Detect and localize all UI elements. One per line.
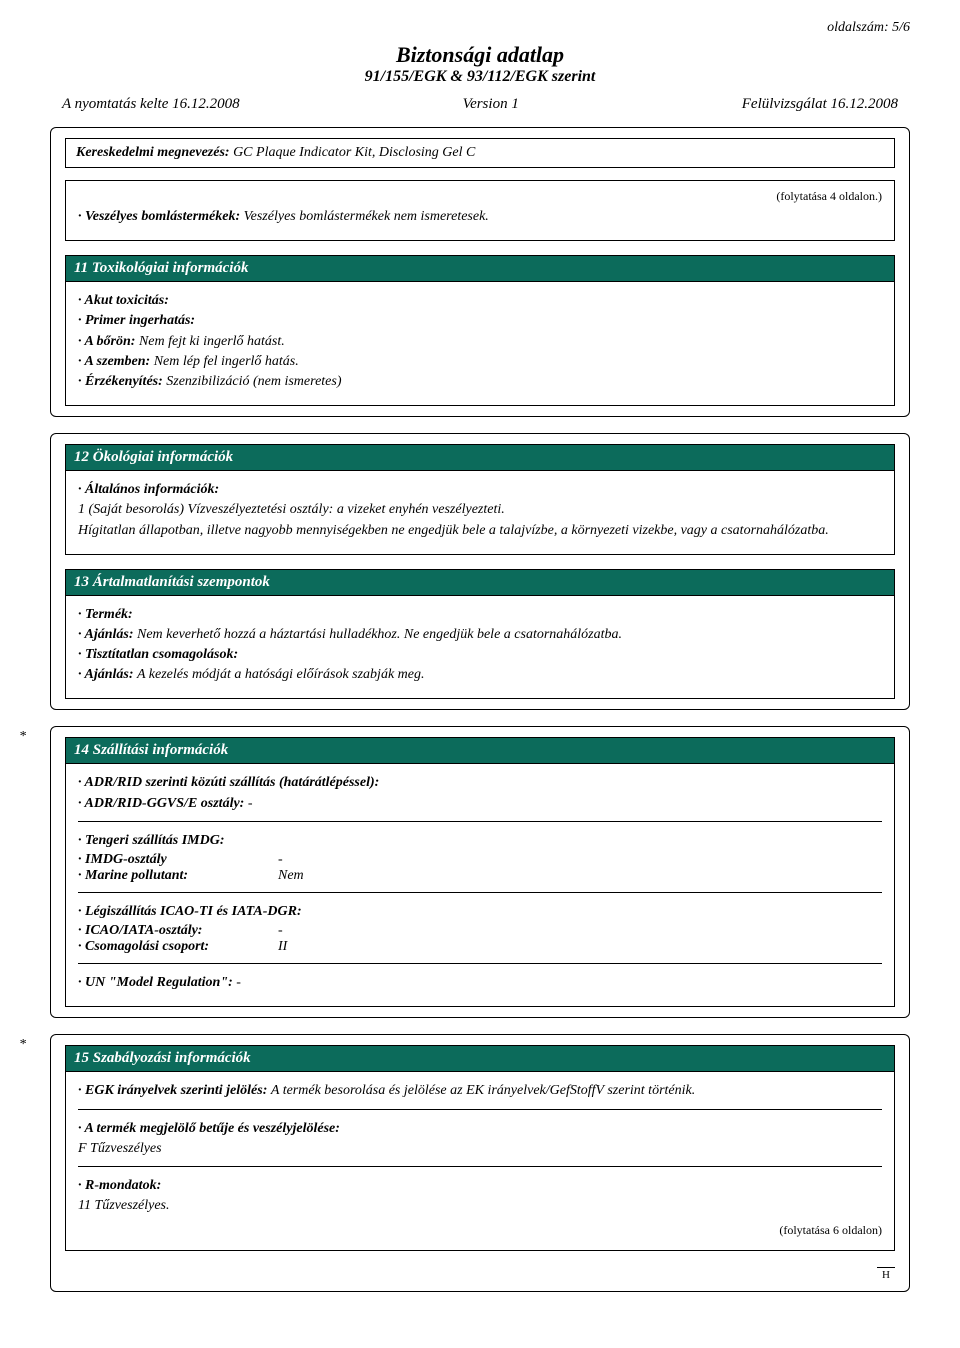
- continuation-note-top: (folytatása 4 oldalon.): [78, 189, 882, 204]
- s14-b2-l2-label: · IMDG-osztály: [78, 852, 278, 868]
- s13-l1: · Termék:: [78, 606, 882, 624]
- s14-b3-l3-label: · Csomagolási csoport:: [78, 939, 278, 955]
- s11-l2: · Primer ingerhatás:: [78, 312, 882, 330]
- decomp-label: · Veszélyes bomlástermékek:: [78, 209, 240, 224]
- outer-box-2: 12 Ökológiai információk · Általános inf…: [50, 433, 910, 710]
- revision-date: Felülvizsgálat 16.12.2008: [742, 96, 898, 113]
- s14-b2-l3-label: · Marine pollutant:: [78, 868, 278, 884]
- s14-b2-l1: · Tengeri szállítás IMDG:: [78, 832, 882, 850]
- s15-b3-l2: 11 Tűzveszélyes.: [78, 1197, 882, 1215]
- version: Version 1: [463, 96, 519, 113]
- s12-l3: Hígitatlan állapotban, illetve nagyobb m…: [78, 522, 882, 540]
- inner-section-14: 14 Szállítási információk · ADR/RID szer…: [65, 737, 895, 1007]
- s14-b3-l2-label: · ICAO/IATA-osztály:: [78, 923, 278, 939]
- s14-b2-l3-value: Nem: [278, 868, 304, 884]
- s11-l1: · Akut toxicitás:: [78, 292, 882, 310]
- s15-b2-l1: · A termék megjelölő betűje és veszélyje…: [78, 1120, 882, 1138]
- meta-row: A nyomtatás kelte 16.12.2008 Version 1 F…: [50, 96, 910, 113]
- section-12-header: 12 Ökológiai információk: [66, 445, 894, 471]
- section-14-header: 14 Szállítási információk: [66, 738, 894, 764]
- s12-l1: · Általános információk:: [78, 481, 882, 499]
- s15-b1-l1-label: · EGK irányelvek szerinti jelölés:: [78, 1083, 267, 1098]
- s14-b1-l2-value: -: [248, 796, 253, 811]
- print-date: A nyomtatás kelte 16.12.2008: [62, 96, 240, 113]
- inner-continuation: (folytatása 4 oldalon.) · Veszélyes boml…: [65, 180, 895, 241]
- s14-b4-l1-value: -: [236, 975, 241, 990]
- s14-b3-l1: · Légiszállítás ICAO-TI és IATA-DGR:: [78, 903, 882, 921]
- s13-l3: · Tisztítatlan csomagolások:: [78, 646, 882, 664]
- s13-l2-label: · Ajánlás:: [78, 627, 134, 642]
- page-number: oldalszám: 5/6: [50, 20, 910, 36]
- s14-b3-l3-value: II: [278, 939, 287, 955]
- s14-b1-l2-label: · ADR/RID-GGVS/E osztály:: [78, 796, 244, 811]
- s14-b2-l2-value: -: [278, 852, 283, 868]
- s11-l3-value: Nem fejt ki ingerlő hatást.: [139, 334, 285, 349]
- s14-b1-l1: · ADR/RID szerinti közúti szállítás (hat…: [78, 774, 882, 792]
- trade-name-value: GC Plaque Indicator Kit, Disclosing Gel …: [233, 145, 475, 160]
- s11-l5-value: Szenzibilizáció (nem ismeretes): [166, 374, 341, 389]
- s15-b3-l1: · R-mondatok:: [78, 1177, 882, 1195]
- outer-box-1: Kereskedelmi megnevezés: GC Plaque Indic…: [50, 127, 910, 417]
- trade-name-label: Kereskedelmi megnevezés:: [76, 145, 230, 160]
- s14-b4-l1-label: · UN "Model Regulation":: [78, 975, 233, 990]
- s15-b1-l1-value: A termék besorolása és jelölése az EK ir…: [271, 1083, 695, 1098]
- s13-l4-label: · Ajánlás:: [78, 667, 134, 682]
- section-15-header: 15 Szabályozási információk: [66, 1046, 894, 1072]
- outer-box-3: * 14 Szállítási információk · ADR/RID sz…: [50, 726, 910, 1018]
- trade-name-box: Kereskedelmi megnevezés: GC Plaque Indic…: [65, 138, 895, 168]
- s15-b2-l2: F Tűzveszélyes: [78, 1140, 882, 1158]
- s11-l4-label: · A szemben:: [78, 354, 150, 369]
- asterisk-14: *: [19, 729, 26, 745]
- doc-title: Biztonsági adatlap: [50, 42, 910, 68]
- continuation-note-bottom: (folytatása 6 oldalon): [78, 1223, 882, 1238]
- decomp-value: Veszélyes bomlástermékek nem ismeretesek…: [244, 209, 489, 224]
- s11-l5-label: · Érzékenyítés:: [78, 374, 163, 389]
- inner-section-15: 15 Szabályozási információk · EGK iránye…: [65, 1045, 895, 1251]
- s11-l4-value: Nem lép fel ingerlő hatás.: [154, 354, 299, 369]
- inner-section-11: 11 Toxikológiai információk · Akut toxic…: [65, 255, 895, 406]
- s14-b3-l2-value: -: [278, 923, 283, 939]
- s11-l3-label: · A bőrön:: [78, 334, 135, 349]
- section-11-header: 11 Toxikológiai információk: [66, 256, 894, 282]
- doc-subtitle: 91/155/EGK & 93/112/EGK szerint: [50, 68, 910, 86]
- outer-box-4: * 15 Szabályozási információk · EGK irán…: [50, 1034, 910, 1292]
- s12-l2: 1 (Saját besorolás) Vízveszélyeztetési o…: [78, 501, 882, 519]
- asterisk-15: *: [19, 1037, 26, 1053]
- foot-code: H: [877, 1267, 895, 1281]
- inner-section-12: 12 Ökológiai információk · Általános inf…: [65, 444, 895, 555]
- inner-section-13: 13 Ártalmatlanítási szempontok · Termék:…: [65, 569, 895, 700]
- section-13-header: 13 Ártalmatlanítási szempontok: [66, 570, 894, 596]
- s13-l4-value: A kezelés módját a hatósági előírások sz…: [137, 667, 425, 682]
- s13-l2-value: Nem keverhető hozzá a háztartási hulladé…: [137, 627, 622, 642]
